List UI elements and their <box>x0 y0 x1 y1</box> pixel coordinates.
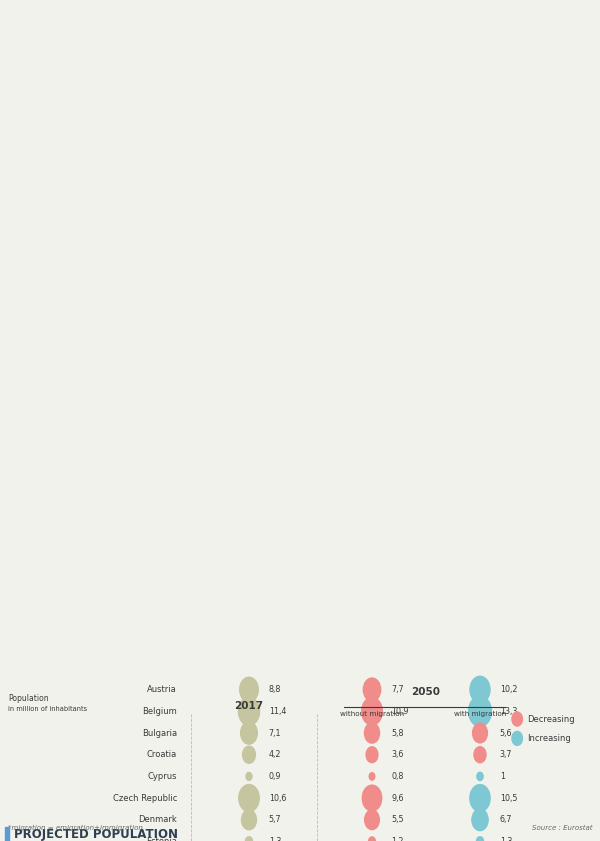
Ellipse shape <box>474 747 486 763</box>
Text: 5,8: 5,8 <box>391 728 404 738</box>
Text: 5,5: 5,5 <box>391 815 404 824</box>
Text: Estonia: Estonia <box>146 837 177 841</box>
Text: 7,7: 7,7 <box>391 685 404 694</box>
Text: 6,7: 6,7 <box>500 815 512 824</box>
Ellipse shape <box>470 676 490 703</box>
Ellipse shape <box>512 712 523 726</box>
Text: 7,1: 7,1 <box>269 728 281 738</box>
Text: PROJECTED POPULATION: PROJECTED POPULATION <box>14 828 178 841</box>
Text: Denmark: Denmark <box>138 815 177 824</box>
Text: Croatia: Croatia <box>147 750 177 759</box>
Ellipse shape <box>472 809 488 831</box>
Ellipse shape <box>364 723 380 743</box>
Ellipse shape <box>469 696 491 727</box>
Text: 3,7: 3,7 <box>500 750 512 759</box>
Ellipse shape <box>365 810 379 829</box>
Ellipse shape <box>476 837 484 841</box>
Text: 0,8: 0,8 <box>391 772 404 781</box>
Ellipse shape <box>368 837 376 841</box>
Text: in million of inhabitants: in million of inhabitants <box>8 706 87 712</box>
Text: 10,2: 10,2 <box>500 685 517 694</box>
Text: Source : Eurostat: Source : Eurostat <box>532 825 592 831</box>
Text: 1,3: 1,3 <box>500 837 512 841</box>
Ellipse shape <box>241 722 257 744</box>
Text: 1: 1 <box>500 772 505 781</box>
Text: 10,9: 10,9 <box>391 706 409 716</box>
Ellipse shape <box>240 677 258 702</box>
Ellipse shape <box>470 785 490 812</box>
Ellipse shape <box>369 773 375 780</box>
Ellipse shape <box>512 732 523 745</box>
Text: 1,3: 1,3 <box>269 837 281 841</box>
Text: *migration = emigration+immigration: *migration = emigration+immigration <box>8 825 143 831</box>
Text: Austria: Austria <box>147 685 177 694</box>
Ellipse shape <box>238 697 260 726</box>
Text: Bulgaria: Bulgaria <box>142 728 177 738</box>
Text: Belgium: Belgium <box>142 706 177 716</box>
Ellipse shape <box>245 837 253 841</box>
Text: 1,2: 1,2 <box>391 837 404 841</box>
Text: 8,8: 8,8 <box>269 685 281 694</box>
Text: 11,4: 11,4 <box>269 706 286 716</box>
Text: 5,7: 5,7 <box>269 815 281 824</box>
Text: 13,3: 13,3 <box>500 706 517 716</box>
Ellipse shape <box>242 810 256 830</box>
Text: 9,6: 9,6 <box>391 794 404 802</box>
Text: Decreasing: Decreasing <box>527 715 575 723</box>
Text: without migration: without migration <box>340 711 404 717</box>
Text: 10,5: 10,5 <box>500 794 517 802</box>
Text: 2050: 2050 <box>412 687 440 697</box>
Text: 3,6: 3,6 <box>391 750 404 759</box>
Bar <box>5 828 8 841</box>
Ellipse shape <box>366 747 378 763</box>
Ellipse shape <box>246 772 252 780</box>
Ellipse shape <box>362 785 382 811</box>
Ellipse shape <box>362 697 382 725</box>
Text: 5,6: 5,6 <box>500 728 512 738</box>
Text: 10,6: 10,6 <box>269 794 286 802</box>
Text: Increasing: Increasing <box>527 734 571 743</box>
Text: Cyprus: Cyprus <box>148 772 177 781</box>
Ellipse shape <box>477 772 483 780</box>
Ellipse shape <box>239 785 259 812</box>
Text: 4,2: 4,2 <box>269 750 281 759</box>
Text: Population: Population <box>8 694 49 703</box>
Text: 2017: 2017 <box>235 701 263 711</box>
Ellipse shape <box>242 746 256 764</box>
Text: Czech Republic: Czech Republic <box>113 794 177 802</box>
Text: with migration: with migration <box>454 711 506 717</box>
Ellipse shape <box>473 723 487 743</box>
Ellipse shape <box>364 678 380 701</box>
Text: 0,9: 0,9 <box>269 772 281 781</box>
